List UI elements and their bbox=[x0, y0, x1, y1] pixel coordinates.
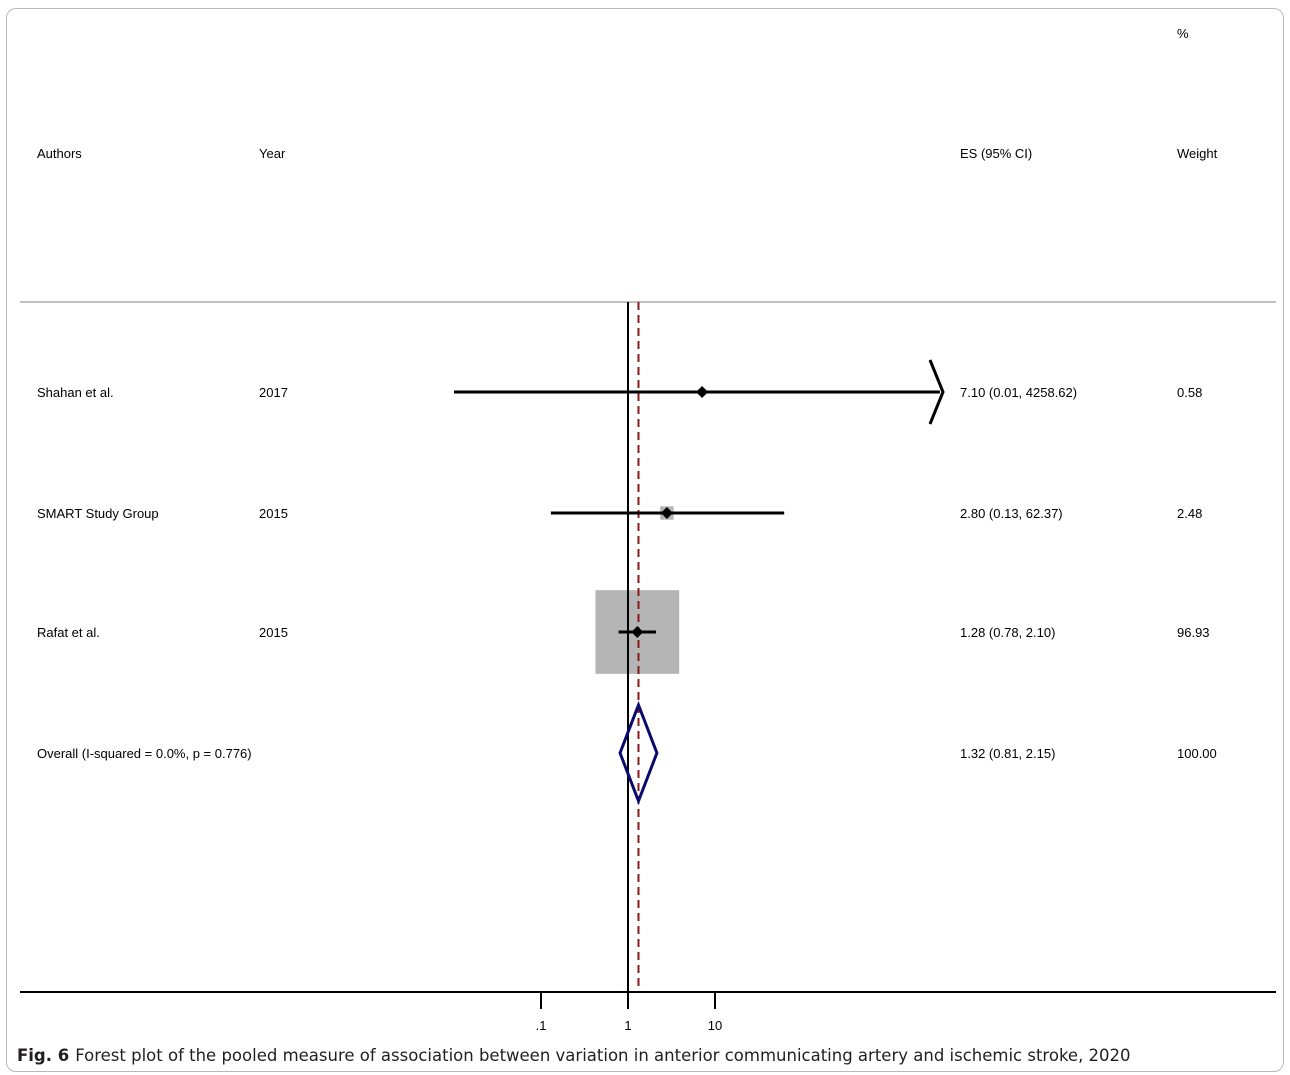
header-authors: Authors bbox=[37, 146, 82, 161]
figure-caption: Fig. 6 Forest plot of the pooled measure … bbox=[17, 1046, 1131, 1065]
point-estimate bbox=[660, 507, 673, 519]
overall-es: 1.32 (0.81, 2.15) bbox=[960, 746, 1055, 761]
point-estimate bbox=[696, 386, 709, 398]
x-tick-label: 10 bbox=[708, 1018, 722, 1033]
x-axis: .1 1 10 bbox=[20, 991, 1276, 1033]
overall-diamond bbox=[618, 700, 659, 806]
row-labels: Shahan et al. 2017 7.10 (0.01, 4258.62) 0.5… bbox=[37, 385, 1217, 761]
overall-weight: 100.00 bbox=[1177, 746, 1217, 761]
study-es: 1.28 (0.78, 2.10) bbox=[960, 625, 1055, 640]
study-authors: Rafat et al. bbox=[37, 625, 100, 640]
study-authors: SMART Study Group bbox=[37, 506, 159, 521]
header-es: ES (95% CI) bbox=[960, 146, 1032, 161]
header-weight: Weight bbox=[1177, 146, 1218, 161]
caption-text: Forest plot of the pooled measure of ass… bbox=[75, 1046, 1131, 1065]
study-year: 2015 bbox=[259, 506, 288, 521]
ci-arrow bbox=[928, 359, 945, 425]
study-authors: Shahan et al. bbox=[37, 385, 114, 400]
study-year: 2017 bbox=[259, 385, 288, 400]
study-weight: 2.48 bbox=[1177, 506, 1202, 521]
study-year: 2015 bbox=[259, 625, 288, 640]
figure-frame bbox=[6, 8, 1284, 1072]
header-weight-pct: % bbox=[1177, 26, 1189, 41]
x-tick-label: 1 bbox=[624, 1018, 631, 1033]
study-weight: 96.93 bbox=[1177, 625, 1210, 640]
study-es: 7.10 (0.01, 4258.62) bbox=[960, 385, 1077, 400]
point-estimate bbox=[631, 626, 644, 638]
overall-label: Overall (I-squared = 0.0%, p = 0.776) bbox=[37, 746, 252, 761]
study-es: 2.80 (0.13, 62.37) bbox=[960, 506, 1063, 521]
caption-label: Fig. 6 bbox=[17, 1046, 70, 1065]
header-year: Year bbox=[259, 146, 286, 161]
study-weight: 0.58 bbox=[1177, 385, 1202, 400]
chart-marks bbox=[454, 302, 945, 992]
x-tick-label: .1 bbox=[536, 1018, 547, 1033]
